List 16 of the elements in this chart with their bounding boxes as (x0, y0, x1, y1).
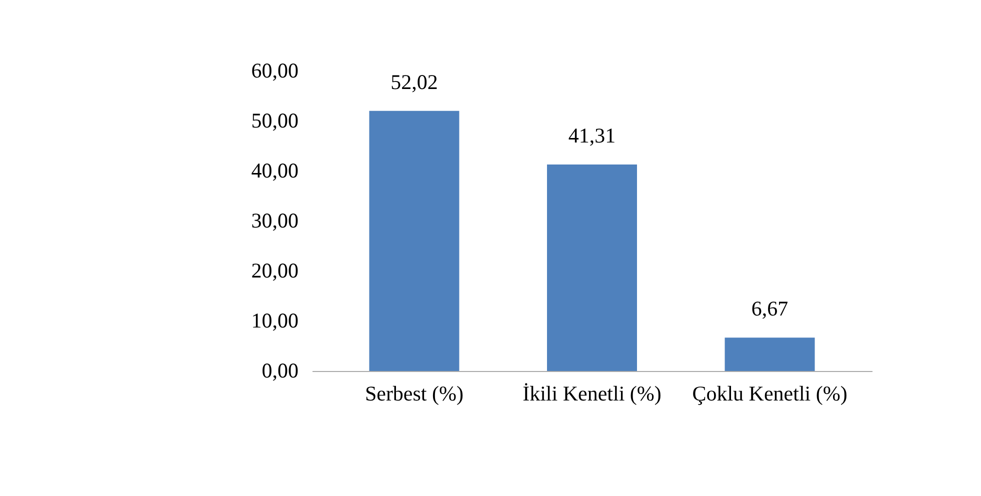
y-tick-label: 60,00 (251, 58, 298, 82)
y-tick-label: 20,00 (251, 258, 298, 282)
data-label: 52,02 (390, 70, 438, 94)
y-tick-label: 50,00 (251, 108, 298, 132)
bar (369, 110, 460, 371)
y-tick-label: 40,00 (251, 158, 298, 182)
bar (724, 338, 815, 371)
x-tick-label: Serbest (%) (364, 382, 464, 406)
y-tick-label: 0,00 (262, 358, 298, 382)
bar (547, 164, 637, 371)
x-tick-label: İkili Kenetli (%) (522, 382, 662, 406)
data-label: 6,67 (751, 296, 788, 321)
y-tick-label: 30,00 (251, 208, 298, 232)
data-label: 41,31 (568, 123, 616, 148)
y-tick-label: 10,00 (251, 308, 298, 332)
x-tick-label: Çoklu Kenetli (%) (692, 382, 848, 406)
